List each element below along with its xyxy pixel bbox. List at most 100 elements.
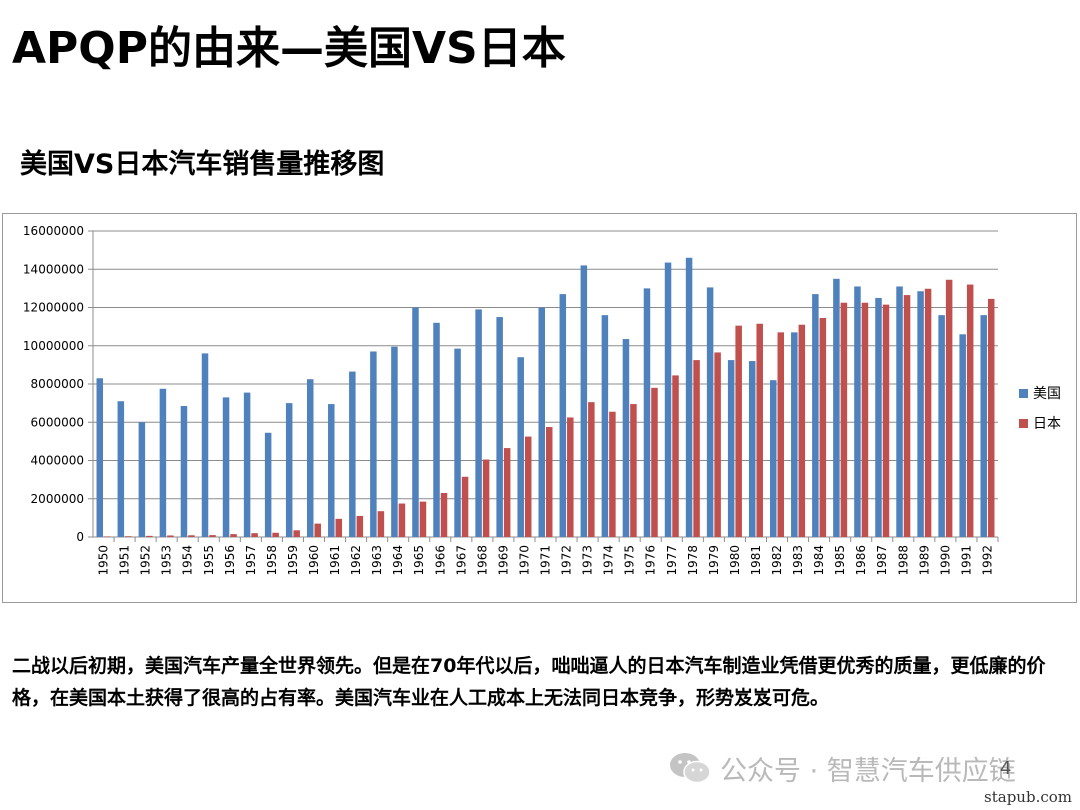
- x-tick-label: 1986: [854, 545, 868, 576]
- bar-chart: 0 2000000 4000000 6000000 8000000 10000000 120…: [23, 224, 1061, 576]
- y-tick-label: 6000000: [31, 415, 84, 429]
- bar-us-1978: [685, 257, 693, 537]
- bar-us-1968: [475, 309, 482, 537]
- bar-us-1953: [159, 388, 167, 537]
- x-tick-label: 1980: [728, 545, 742, 576]
- bar-japan-1971: [546, 427, 553, 537]
- bar-us-1971: [538, 307, 545, 537]
- bar-japan-1973: [588, 402, 595, 537]
- x-tick-label: 1959: [286, 545, 300, 576]
- x-tick-label: 1972: [560, 545, 574, 576]
- x-tick-label: 1953: [160, 545, 174, 576]
- bar-japan-1963: [377, 511, 385, 537]
- x-tick-label: 1970: [517, 545, 531, 576]
- bar-us-1983: [791, 332, 798, 537]
- y-tick-label: 12000000: [23, 301, 84, 315]
- y-tick-label: 16000000: [23, 224, 84, 238]
- footer-url: stapub.com: [984, 788, 1072, 806]
- bar-japan-1964: [398, 503, 406, 537]
- bar-us-1974: [601, 315, 609, 537]
- bar-japan-1989: [924, 288, 932, 537]
- x-tick-label: 1976: [644, 545, 658, 576]
- bar-us-1973: [580, 265, 588, 537]
- bar-japan-1968: [482, 459, 490, 537]
- page-title: APQP的由来—美国VS日本: [12, 23, 566, 74]
- bar-us-1963: [370, 351, 377, 537]
- bar-japan-1978: [693, 360, 700, 537]
- bar-japan-1956: [230, 534, 237, 537]
- bar-us-1984: [812, 294, 819, 537]
- x-tick-label: 1977: [665, 545, 679, 576]
- chart-frame: 0 2000000 4000000 6000000 8000000 10000000 120…: [2, 213, 1077, 603]
- x-tick-label: 1988: [896, 545, 910, 576]
- x-tick-label: 1955: [202, 545, 216, 576]
- bar-japan-1962: [356, 515, 364, 537]
- x-tick-label: 1975: [623, 545, 637, 576]
- bar-japan-1988: [903, 295, 911, 537]
- x-tick-label: 1961: [328, 545, 342, 576]
- bar-us-1954: [180, 405, 188, 537]
- y-tick-label: 14000000: [23, 262, 84, 276]
- bar-japan-1970: [524, 436, 532, 537]
- bar-japan-1959: [293, 530, 300, 537]
- bar-japan-1975: [630, 404, 637, 537]
- bar-japan-1986: [861, 302, 869, 537]
- x-tick-label: 1958: [265, 545, 279, 576]
- bar-japan-1979: [714, 352, 721, 537]
- bar-japan-1982: [777, 332, 785, 537]
- wechat-icon: [670, 753, 711, 784]
- x-tick-label: 1957: [244, 545, 258, 576]
- bar-us-1979: [706, 287, 714, 537]
- bar-us-1992: [980, 315, 987, 537]
- bar-japan-1958: [272, 532, 279, 537]
- x-tick-label: 1960: [307, 545, 321, 576]
- bar-japan-1987: [882, 304, 890, 537]
- bar-japan-1983: [798, 324, 806, 537]
- y-tick-label: 10000000: [23, 339, 84, 353]
- body-paragraph: 二战以后初期，美国汽车产量全世界领先。但是在70年代以后，咄咄逼人的日本汽车制造…: [12, 655, 1046, 709]
- x-tick-label: 1981: [749, 545, 763, 576]
- page-number: 4: [1000, 758, 1012, 779]
- bar-us-1991: [959, 334, 966, 537]
- x-tick-label: 1969: [496, 545, 510, 576]
- bar-japan-1953: [167, 535, 174, 537]
- y-tick-label: 8000000: [31, 377, 84, 391]
- bar-us-1989: [917, 291, 924, 537]
- bar-us-1950: [96, 378, 104, 537]
- x-tick-label: 1962: [349, 545, 363, 576]
- bar-us-1959: [285, 403, 293, 537]
- x-tick-label: 1985: [833, 545, 847, 576]
- x-tick-label: 1992: [980, 545, 994, 576]
- bar-japan-1981: [756, 323, 763, 537]
- x-tick-label: 1973: [581, 545, 595, 576]
- bar-japan-1952: [146, 535, 153, 537]
- x-tick-label: 1952: [139, 545, 153, 576]
- x-tick-label: 1964: [391, 545, 405, 576]
- bar-us-1987: [875, 297, 882, 537]
- x-tick-label: 1984: [812, 545, 826, 576]
- bar-japan-1954: [188, 535, 195, 537]
- x-tick-label: 1950: [97, 545, 111, 576]
- x-tick-label: 1982: [770, 545, 784, 576]
- bar-japan-1980: [735, 325, 742, 537]
- x-tick-label: 1967: [454, 545, 468, 576]
- bar-us-1976: [643, 288, 651, 537]
- x-tick-label: 1963: [370, 545, 384, 576]
- legend-label-1: 日本: [1033, 416, 1061, 432]
- x-tick-label: 1974: [602, 545, 616, 576]
- bar-japan-1990: [945, 279, 953, 537]
- bar-us-1965: [412, 307, 419, 537]
- bar-us-1972: [559, 294, 567, 537]
- x-tick-label: 1989: [917, 545, 931, 576]
- bar-us-1981: [748, 361, 756, 537]
- chart-title: 美国VS日本汽车销售量推移图: [20, 149, 385, 180]
- bar-us-1964: [391, 346, 398, 537]
- bar-us-1957: [243, 392, 251, 537]
- bar-japan-1969: [503, 448, 511, 537]
- bar-us-1990: [938, 315, 945, 537]
- x-tick-label: 1991: [959, 545, 973, 576]
- bar-us-1961: [328, 404, 335, 537]
- footer-brand: 公众号 · 智慧汽车供应链: [668, 748, 1016, 788]
- bar-japan-1965: [419, 501, 427, 537]
- bar-us-1960: [306, 379, 314, 537]
